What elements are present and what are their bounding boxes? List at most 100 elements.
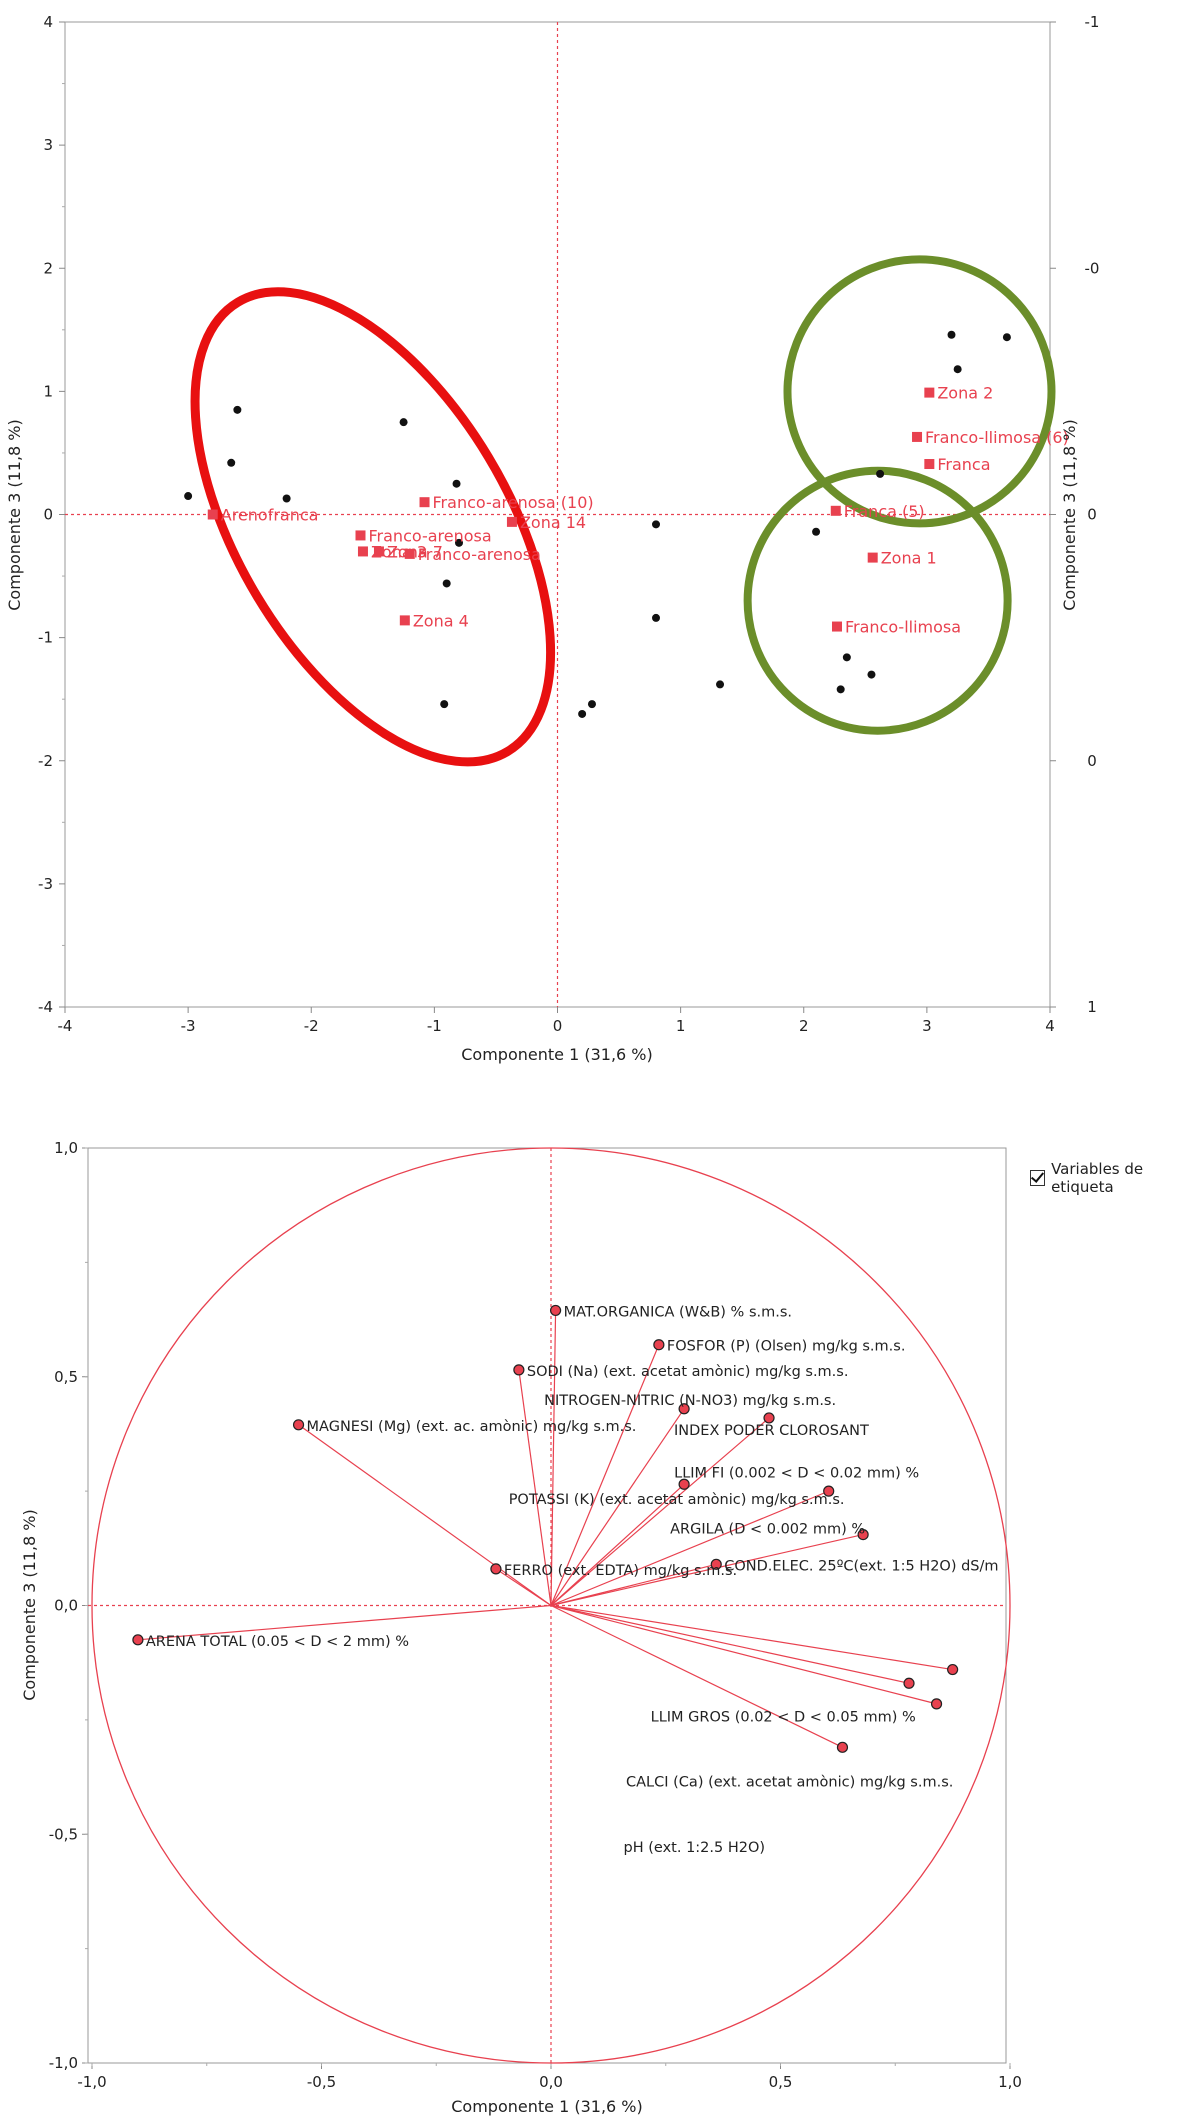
loading-vector-tip bbox=[549, 1304, 562, 1317]
labeled-point-marker bbox=[924, 387, 935, 398]
observation-point bbox=[399, 418, 408, 427]
labeled-point-marker bbox=[357, 546, 368, 557]
loading-vector bbox=[550, 1490, 829, 1607]
loading-vector bbox=[550, 1604, 937, 1705]
variable-label: MAT.ORGANICA (W&B) % s.m.s. bbox=[564, 1304, 792, 1320]
loading-vector bbox=[550, 1408, 685, 1606]
loading-vector-tip bbox=[678, 1478, 690, 1490]
y-tick-label: 2 bbox=[43, 259, 53, 277]
variable-label: FERRO (ext. EDTA) mg/kg s.m.s. bbox=[504, 1563, 737, 1579]
labeled-point-label: Franco-arenosa bbox=[369, 526, 492, 545]
x-tick-label: 0,5 bbox=[769, 2073, 793, 2091]
labeled-point-marker bbox=[924, 459, 935, 470]
x-tick-label: -3 bbox=[181, 1017, 196, 1035]
loading-vector bbox=[550, 1344, 660, 1606]
labeled-point-marker bbox=[404, 548, 415, 559]
right-y-tick-label: 0 bbox=[1087, 506, 1097, 524]
observation-point bbox=[578, 709, 587, 718]
observation-point bbox=[282, 494, 291, 503]
score-plot-ylabel-right: Componente 3 (11,8 %) bbox=[1060, 419, 1079, 610]
loading-vector bbox=[550, 1604, 910, 1684]
labeled-point-label: Zona 14 bbox=[520, 513, 586, 532]
score-plot-reference-lines bbox=[65, 22, 1050, 1007]
x-tick-label: -1 bbox=[427, 1017, 442, 1035]
x-tick-label: -1,0 bbox=[77, 2073, 106, 2091]
y-tick-label: -3 bbox=[38, 875, 53, 893]
x-tick-label: 2 bbox=[799, 1017, 809, 1035]
loading-vector bbox=[495, 1568, 552, 1606]
loading-vector-tip bbox=[836, 1741, 849, 1753]
observation-point bbox=[842, 653, 851, 662]
cluster-circle-lower bbox=[743, 466, 1012, 735]
score-plot-labeled-points: Arenofranca Franco-arenosa (10) Franco-are… bbox=[207, 384, 1069, 637]
observation-point bbox=[716, 680, 725, 689]
labeled-point-marker bbox=[419, 497, 430, 508]
loading-vector-tip bbox=[710, 1558, 722, 1570]
labeled-point-label: Arenofranca bbox=[221, 506, 319, 525]
loading-vector bbox=[550, 1534, 864, 1607]
x-tick-label: -2 bbox=[304, 1017, 319, 1035]
loading-vector bbox=[550, 1417, 770, 1606]
observation-point bbox=[227, 458, 236, 467]
variable-label: NITROGEN-NITRIC (N-NO3) mg/kg s.m.s. bbox=[544, 1393, 836, 1409]
variable-label: CALCI (Ca) (ext. acetat amònic) mg/kg s.… bbox=[626, 1774, 953, 1790]
cluster-circle-upper bbox=[783, 255, 1056, 528]
y-tick-label: 0,0 bbox=[54, 1597, 78, 1615]
observation-point bbox=[652, 613, 660, 622]
loading-vector-tip bbox=[653, 1339, 665, 1351]
observation-point bbox=[867, 670, 876, 679]
loading-vector bbox=[298, 1424, 552, 1606]
loading-vector bbox=[550, 1483, 685, 1606]
labeled-point-label: Franco-llimosa bbox=[845, 618, 961, 637]
loading-vector-tip bbox=[513, 1364, 525, 1376]
y-tick-label: 1,0 bbox=[54, 1139, 78, 1157]
loading-plot-ticks: -1,0 -0,5 0,0 0,5 1,0 -1,0 -0,5 0,0 0,5 1,0 bbox=[49, 1139, 1022, 2091]
loading-vector-tip bbox=[678, 1403, 690, 1415]
variable-label: INDEX PODER CLOROSANT bbox=[674, 1423, 869, 1439]
right-y-tick-label: 0 bbox=[1087, 752, 1097, 770]
labeled-point-marker bbox=[506, 516, 517, 527]
score-plot-xlabel: Componente 1 (31,6 %) bbox=[461, 1045, 652, 1064]
labeled-point-label: Zona 2 bbox=[937, 384, 993, 403]
loading-plot-xlabel: Componente 1 (31,6 %) bbox=[451, 2097, 642, 2116]
labeled-point-marker bbox=[912, 431, 923, 442]
labeled-point-marker bbox=[399, 615, 410, 626]
checkmark-icon bbox=[1030, 1170, 1046, 1186]
observation-point bbox=[652, 520, 660, 529]
x-tick-label: 0 bbox=[553, 1017, 563, 1035]
labeled-point-marker bbox=[831, 621, 842, 632]
y-tick-label: -0,5 bbox=[49, 1825, 78, 1843]
loading-vector-tip bbox=[132, 1634, 144, 1646]
observation-point bbox=[233, 405, 242, 414]
loading-vector-tip bbox=[903, 1677, 915, 1689]
right-y-tick-label: -1 bbox=[1085, 13, 1100, 31]
label-variables-checkbox[interactable]: Variables de etiqueta bbox=[1030, 1160, 1200, 1196]
labeled-point-label: Zona 1 bbox=[881, 549, 937, 568]
observation-point bbox=[442, 579, 451, 588]
x-tick-label: 1,0 bbox=[998, 2073, 1022, 2091]
y-tick-label: 0 bbox=[43, 506, 53, 524]
y-tick-label: -4 bbox=[38, 998, 53, 1016]
labeled-point-marker bbox=[373, 546, 384, 557]
x-tick-label: 0,0 bbox=[539, 2073, 563, 2091]
variable-label: ARENA TOTAL (0.05 < D < 2 mm) % bbox=[146, 1634, 409, 1650]
loading-plot-ylabel: Componente 3 (11,8 %) bbox=[20, 1509, 39, 1700]
variable-label: pH (ext. 1:2.5 H2O) bbox=[624, 1840, 766, 1856]
observation-point bbox=[953, 365, 962, 374]
label-variables-text: Variables de etiqueta bbox=[1051, 1160, 1144, 1196]
loading-vector bbox=[550, 1604, 953, 1671]
loading-vector-tip bbox=[947, 1663, 959, 1676]
loading-vector bbox=[550, 1310, 557, 1606]
labeled-point-marker bbox=[867, 552, 878, 563]
unit-circle bbox=[91, 1147, 1011, 2064]
loading-vector bbox=[550, 1604, 843, 1748]
loading-vector bbox=[137, 1604, 552, 1641]
observation-point bbox=[876, 469, 885, 478]
x-tick-label: 1 bbox=[676, 1017, 686, 1035]
labeled-point-label: Franco-arenosa bbox=[418, 545, 541, 564]
observation-point bbox=[455, 538, 463, 547]
variable-label: FOSFOR (P) (Olsen) mg/kg s.m.s. bbox=[667, 1339, 906, 1355]
right-y-tick-label: -0 bbox=[1085, 259, 1100, 277]
observation-point bbox=[587, 700, 596, 709]
